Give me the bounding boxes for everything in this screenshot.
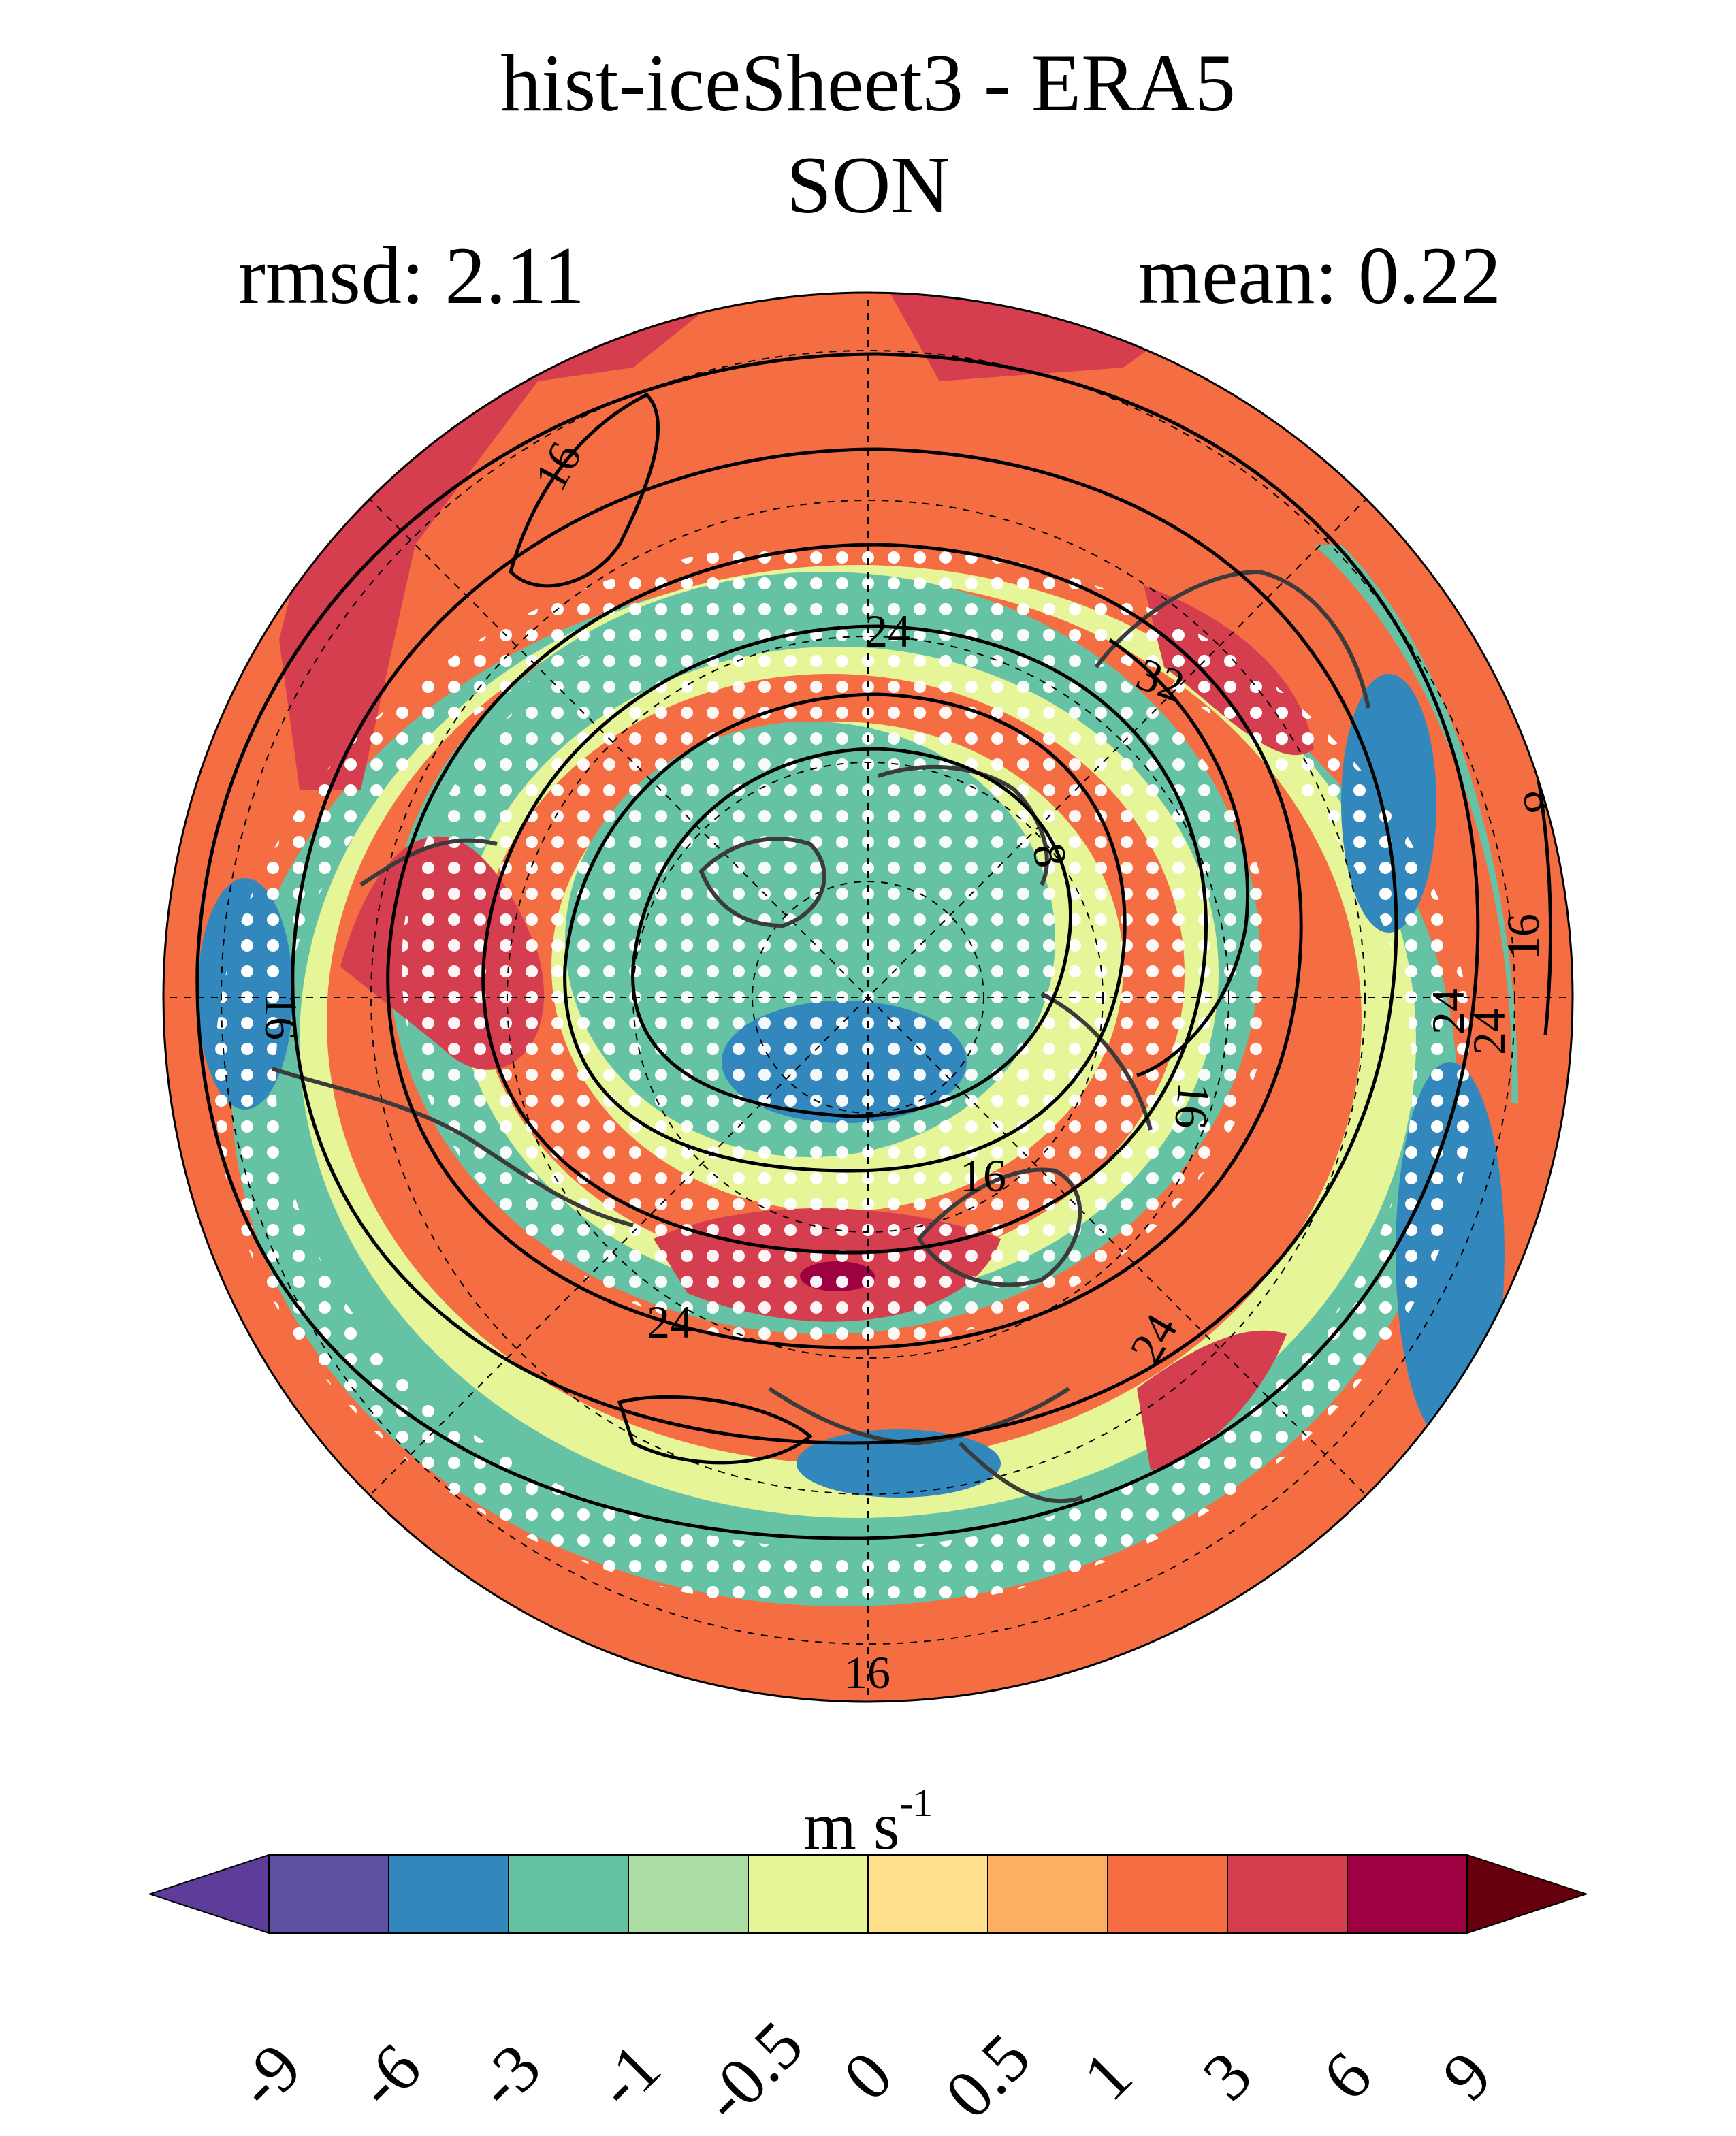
colorbar-segment-1 xyxy=(388,1854,509,1934)
field-red-patch-top xyxy=(878,293,1246,381)
colorbar-segment-2 xyxy=(508,1854,629,1934)
map-boundary xyxy=(162,291,1574,1703)
contour-label-2: 24 xyxy=(865,605,911,657)
field-blue-south xyxy=(797,1429,1001,1498)
colorbar-segment-9 xyxy=(1347,1854,1468,1934)
coastline-north-america xyxy=(272,838,634,1227)
colorbar-tick-label: -1 xyxy=(581,2028,675,2123)
units-base: m s xyxy=(803,1788,900,1864)
colorbar-tick-label: 3 xyxy=(1188,2037,1266,2115)
latitude-circle-4 xyxy=(370,500,1366,1495)
contour-24-inner xyxy=(563,692,1127,1173)
figure-title: hist-iceSheet3 - ERA5 xyxy=(500,37,1236,128)
colorbar-tick-label: -3 xyxy=(461,2028,556,2123)
coastline-europe xyxy=(768,1387,1083,1504)
colorbar-over-triangle xyxy=(1466,1854,1589,1935)
contour-16-mid xyxy=(386,543,1303,1350)
meridian-diag-2 xyxy=(367,496,1369,1498)
colorbar-tick-label: -9 xyxy=(221,2028,316,2123)
colorbar-segment-7 xyxy=(1107,1854,1228,1934)
latitude-circle-5 xyxy=(221,350,1515,1645)
colorbar-tick-label: 9 xyxy=(1428,2037,1506,2115)
contour-label-12: 24 xyxy=(1422,988,1474,1035)
contour-label-14: 16 xyxy=(844,1647,890,1698)
coastline-asia xyxy=(1040,570,1370,1131)
contour-label-9: 16 xyxy=(960,1150,1006,1201)
colorbar-segment-5 xyxy=(867,1854,988,1934)
colorbar-segment-8 xyxy=(1227,1854,1348,1934)
coastline-greenland xyxy=(917,1167,1082,1287)
coastline-arctic-islands xyxy=(699,837,826,928)
mean-label: mean: 0.22 xyxy=(1138,230,1501,321)
colorbar-segment-0 xyxy=(268,1854,389,1934)
contour-16-outer xyxy=(195,352,1480,1540)
polar-map: 16 24 24 32 8 8 16 16 16 24 16 24 24 16 xyxy=(162,291,1574,1703)
colorbar-tick-label: -6 xyxy=(341,2028,436,2123)
colorbar-under-triangle xyxy=(147,1854,270,1935)
colorbar-tick-label: -0.5 xyxy=(687,2006,818,2136)
colorbar-segment-4 xyxy=(748,1854,869,1934)
contour-16-nw xyxy=(509,392,660,588)
contour-label-8: 16 xyxy=(255,994,307,1040)
colorbar-tick-label: 0 xyxy=(829,2037,907,2115)
contour-label-13: 24 xyxy=(1463,1009,1515,1055)
rmsd-label: rmsd: 2.11 xyxy=(238,230,585,321)
contour-24-outer xyxy=(291,447,1398,1445)
colorbar-segment-3 xyxy=(628,1854,749,1934)
units-exponent: -1 xyxy=(899,1781,933,1825)
contour-label-11: 16 xyxy=(1165,1080,1221,1131)
colorbar-segment-6 xyxy=(987,1854,1108,1934)
colorbar-units: m s-1 xyxy=(0,1783,1736,1860)
stipple-outer-band xyxy=(214,541,1474,1610)
contour-label-3: 24 xyxy=(647,1296,693,1348)
latitude-circle-3 xyxy=(507,636,1229,1359)
contour-24-mid xyxy=(481,624,1208,1255)
colorbar-tick-label: 6 xyxy=(1308,2037,1386,2115)
coastline-siberia xyxy=(878,764,1049,886)
contour-16-south xyxy=(617,1395,813,1465)
colorbar-tick-label: 1 xyxy=(1068,2037,1146,2115)
season-subtitle: SON xyxy=(786,140,950,230)
colorbar-tick-label: 0.5 xyxy=(931,2019,1045,2133)
contour-inner-8 xyxy=(631,747,1073,1118)
field-red-patch-se xyxy=(1137,1330,1287,1470)
colorbar xyxy=(147,1854,1589,1935)
contour-label-7: 16 xyxy=(1497,913,1549,960)
stipple-ring xyxy=(402,585,1273,1348)
latitude-circle-1 xyxy=(752,881,984,1114)
